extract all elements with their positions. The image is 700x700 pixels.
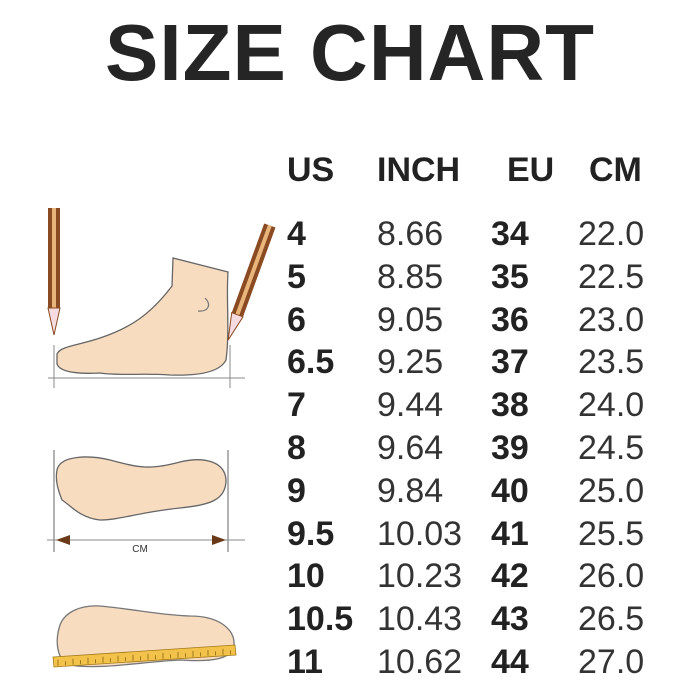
cell-inch: 10.62 [377, 643, 463, 681]
cell-cm: 27.0 [578, 643, 645, 681]
arrow-right-icon [212, 535, 226, 545]
pencil-icon [227, 223, 276, 341]
cell-inch: 10.43 [377, 600, 463, 639]
cell-us: 10 [287, 557, 325, 596]
cell-cm: 22.5 [578, 257, 645, 296]
cell-us: 9 [287, 471, 306, 510]
cell-inch: 9.64 [377, 429, 444, 467]
cell-inch: 9.44 [377, 386, 444, 425]
cell-inch: 10.03 [377, 514, 463, 553]
side-foot-figure [47, 208, 276, 388]
cell-cm: 26.0 [578, 557, 645, 596]
cell-eu: 37 [491, 343, 529, 382]
cell-us: 7 [287, 386, 306, 425]
cell-eu: 43 [491, 600, 529, 639]
cell-cm: 24.0 [578, 386, 645, 425]
cell-cm: 25.0 [578, 471, 645, 510]
cell-inch: 8.85 [377, 257, 444, 296]
pencil-icon [47, 208, 61, 336]
cell-eu: 34 [491, 215, 529, 253]
header-inch: INCH [377, 151, 461, 189]
cell-eu: 41 [491, 514, 529, 553]
cell-us: 5 [287, 257, 306, 296]
cell-cm: 25.5 [578, 514, 645, 553]
cell-us: 8 [287, 429, 306, 467]
cell-eu: 36 [491, 300, 529, 339]
cell-cm: 22.0 [578, 215, 645, 253]
cell-cm: 24.5 [578, 429, 645, 467]
foot-side [56, 257, 229, 376]
header-cm: CM [589, 151, 642, 189]
cell-us: 10.5 [287, 600, 354, 639]
cell-inch: 9.05 [377, 300, 444, 339]
cell-eu: 35 [491, 257, 529, 296]
cell-cm: 23.0 [578, 300, 645, 339]
cell-eu: 38 [491, 386, 529, 425]
ruler-icon [52, 644, 237, 668]
cell-us: 6 [287, 300, 306, 339]
cell-us: 6.5 [287, 343, 335, 382]
header-eu: EU [507, 151, 555, 189]
cell-us: 4 [287, 215, 306, 253]
cell-cm: 23.5 [578, 343, 645, 382]
arrow-left-icon [56, 535, 70, 545]
cell-cm: 26.5 [578, 600, 645, 639]
cell-inch: 9.25 [377, 343, 444, 382]
cell-inch: 10.23 [377, 557, 463, 596]
cell-us: 11 [287, 643, 323, 681]
page-title: SIZE CHART [105, 8, 595, 97]
width-label: CM [132, 544, 148, 555]
top-foot-figure: CM [47, 450, 245, 555]
cell-us: 9.5 [287, 514, 335, 553]
cell-eu: 44 [491, 643, 529, 681]
cell-eu: 39 [491, 429, 529, 467]
ankle-mark [197, 297, 210, 312]
header-us: US [287, 151, 335, 189]
cell-eu: 42 [491, 557, 529, 596]
ruler-foot-figure [52, 605, 237, 668]
cell-eu: 40 [491, 471, 529, 510]
cell-inch: 9.84 [377, 471, 444, 510]
foot-top [55, 456, 227, 521]
cell-inch: 8.66 [377, 215, 444, 253]
